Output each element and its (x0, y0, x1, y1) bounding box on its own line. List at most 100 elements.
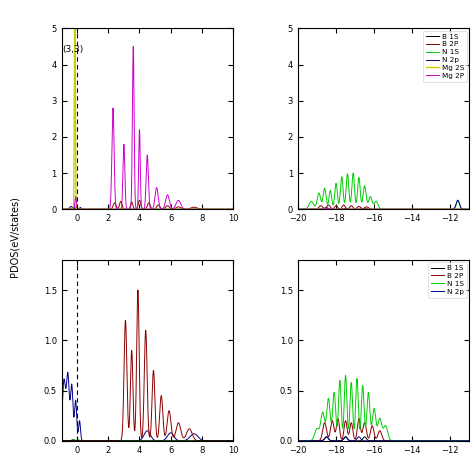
Mg 2S (361, 207, 366, 212)
B 2P (315, 438, 320, 444)
N 1S (463, 207, 469, 212)
B 2P (368, 426, 374, 431)
B 2P (463, 438, 469, 444)
Line: N 1S: N 1S (298, 375, 469, 441)
N 2p (466, 207, 472, 212)
N 2p (399, 207, 404, 212)
B 2P (295, 438, 301, 444)
B 1S (325, 435, 330, 440)
B 2P (361, 206, 366, 211)
B 1S (295, 207, 301, 212)
N 1S (315, 426, 320, 431)
Mg 2S (324, 206, 329, 211)
N 2p (368, 438, 374, 444)
N 2p (463, 438, 469, 444)
Line: B 1S: B 1S (298, 437, 469, 441)
B 1S (445, 207, 450, 212)
N 1S (466, 207, 472, 212)
Text: PDOS(eV/states): PDOS(eV/states) (9, 197, 19, 277)
Line: Mg 2S: Mg 2S (298, 209, 469, 210)
N 2p (295, 438, 301, 444)
N 1S (325, 201, 330, 207)
Mg 2S (466, 207, 472, 212)
Line: B 2P: B 2P (298, 419, 469, 441)
N 1S (295, 438, 301, 444)
Line: N 2p: N 2p (298, 437, 469, 441)
Mg 2P (295, 207, 301, 212)
B 2P (466, 207, 472, 212)
Mg 2P (361, 207, 366, 212)
N 2p (368, 207, 374, 212)
Mg 2P (466, 207, 472, 212)
B 1S (428, 207, 433, 212)
N 1S (361, 186, 366, 192)
B 2P (463, 207, 469, 212)
Mg 2S (445, 207, 450, 212)
B 2P (466, 438, 472, 444)
N 1S (445, 438, 450, 444)
N 1S (315, 195, 320, 201)
Mg 2P (315, 207, 320, 212)
N 2p (295, 207, 301, 212)
B 1S (466, 207, 472, 212)
N 1S (445, 207, 450, 212)
Mg 2S (315, 207, 320, 212)
B 1S (463, 207, 469, 212)
B 1S (463, 438, 469, 444)
B 2P (361, 422, 366, 428)
B 1S (428, 438, 433, 444)
N 2p (463, 207, 469, 212)
Mg 2P (324, 206, 329, 211)
N 2p (445, 438, 450, 444)
N 1S (350, 170, 356, 176)
N 2p (315, 207, 320, 212)
B 1S (361, 206, 366, 211)
N 2p (361, 207, 366, 212)
Line: Mg 2P: Mg 2P (298, 209, 469, 210)
N 1S (463, 438, 469, 444)
B 1S (343, 205, 348, 211)
B 2P (450, 438, 456, 444)
N 2p (325, 435, 330, 440)
N 1S (361, 397, 366, 402)
B 1S (325, 206, 330, 211)
Legend: B 1S, B 2P, N 1S, N 2p: B 1S, B 2P, N 1S, N 2p (428, 262, 467, 298)
N 2p (325, 205, 330, 211)
Mg 2P (445, 207, 450, 212)
Mg 2S (295, 207, 301, 212)
B 2P (295, 207, 301, 212)
N 2p (455, 198, 461, 203)
B 2P (445, 438, 450, 444)
Mg 2P (434, 207, 439, 212)
Mg 2P (325, 206, 330, 211)
N 1S (419, 207, 424, 212)
B 1S (295, 438, 301, 444)
N 2p (445, 207, 450, 212)
B 1S (343, 434, 348, 440)
B 2P (315, 206, 320, 211)
B 1S (368, 438, 374, 444)
B 1S (445, 438, 450, 444)
N 2p (422, 438, 428, 444)
Mg 2S (463, 207, 469, 212)
B 1S (466, 438, 472, 444)
B 1S (315, 438, 320, 444)
Mg 2S (434, 207, 439, 212)
B 2P (368, 206, 374, 212)
N 1S (368, 195, 374, 201)
B 1S (361, 435, 366, 440)
Line: B 1S: B 1S (298, 208, 469, 210)
Line: N 1S: N 1S (298, 173, 469, 210)
N 1S (466, 438, 472, 444)
B 2P (437, 207, 443, 212)
B 2P (325, 432, 330, 438)
N 1S (343, 373, 348, 378)
N 1S (464, 438, 469, 444)
Mg 2P (463, 207, 469, 212)
B 2P (335, 416, 341, 421)
Mg 2S (368, 207, 374, 212)
Line: N 2p: N 2p (298, 201, 469, 210)
Legend: B 1S, B 2P, N 1S, N 2p, Mg 2S, Mg 2P: B 1S, B 2P, N 1S, N 2p, Mg 2S, Mg 2P (423, 31, 467, 82)
N 2p (466, 438, 472, 444)
Mg 2S (325, 206, 330, 212)
